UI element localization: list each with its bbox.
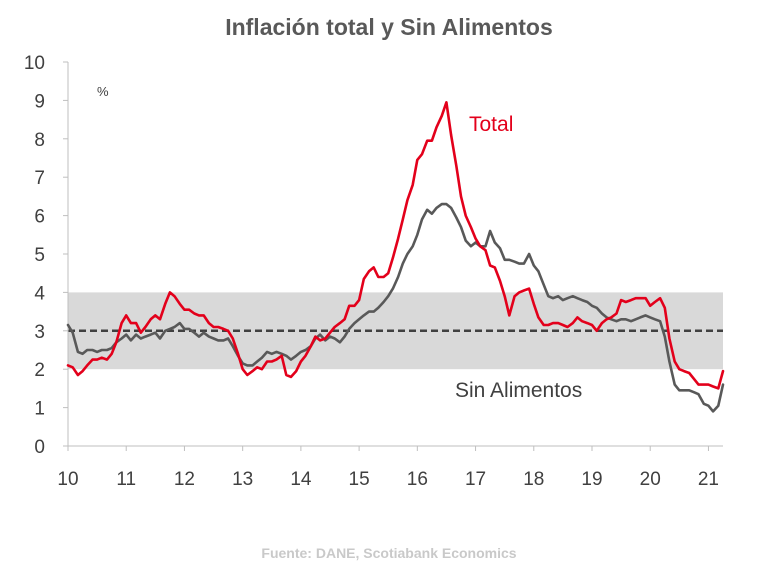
y-tick-label: 10 bbox=[24, 53, 45, 74]
x-tick-label: 13 bbox=[232, 469, 253, 490]
x-tick-label: 18 bbox=[523, 469, 544, 490]
chart-title: Inflación total y Sin Alimentos bbox=[225, 14, 553, 40]
x-tick-label: 16 bbox=[407, 469, 428, 490]
series-line-sin-alimentos bbox=[66, 202, 725, 413]
x-tick-label: 10 bbox=[57, 469, 78, 490]
series-line-total bbox=[66, 101, 725, 390]
chart-source: Fuente: DANE, Scotiabank Economics bbox=[261, 545, 517, 561]
y-tick-label: 3 bbox=[34, 322, 45, 343]
x-tick-label: 14 bbox=[290, 469, 312, 490]
y-tick-label: 8 bbox=[34, 130, 45, 151]
y-tick-label: 6 bbox=[34, 207, 45, 228]
x-tick-label: 11 bbox=[116, 469, 136, 490]
x-tick-label: 19 bbox=[581, 469, 602, 490]
x-tick-label: 20 bbox=[640, 469, 661, 490]
y-tick-label: 0 bbox=[34, 437, 45, 458]
y-tick-label: 4 bbox=[34, 283, 45, 304]
y-tick-label: 5 bbox=[34, 245, 45, 266]
x-tick-label: 21 bbox=[698, 469, 719, 490]
annotation-total: Total bbox=[469, 113, 513, 136]
x-tick-label: 12 bbox=[174, 469, 195, 490]
y-axis-unit-label: % bbox=[97, 84, 109, 99]
y-tick-label: 7 bbox=[34, 168, 45, 189]
y-tick-label: 1 bbox=[34, 399, 45, 420]
x-tick-label: 17 bbox=[465, 469, 486, 490]
y-tick-label: 2 bbox=[34, 360, 45, 381]
annotation-sin-alimentos: Sin Alimentos bbox=[455, 379, 582, 402]
y-tick-label: 9 bbox=[34, 91, 45, 112]
x-tick-label: 15 bbox=[349, 469, 370, 490]
